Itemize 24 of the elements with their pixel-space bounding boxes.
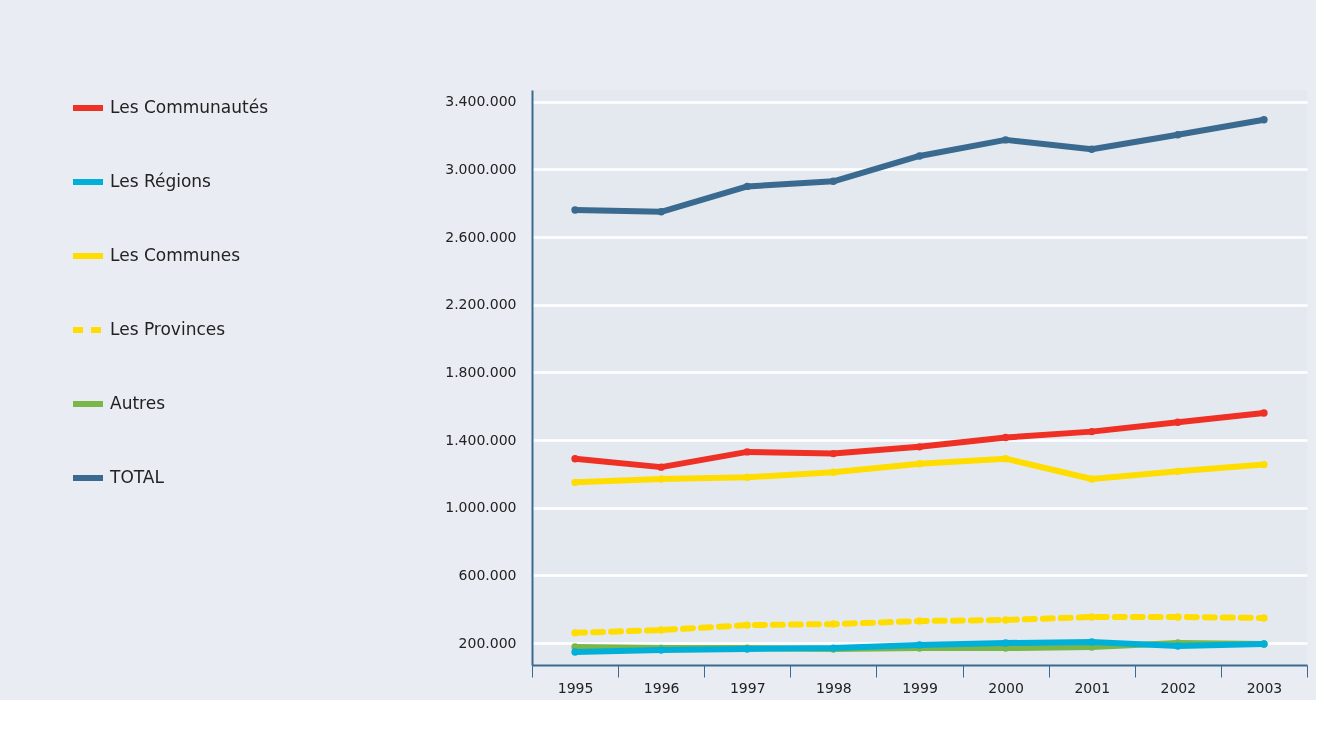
y-tick-label: 3.000.000 <box>445 160 517 177</box>
x-tick-label: 2002 <box>1160 679 1197 696</box>
y-tick-label: 1.000.000 <box>445 499 517 516</box>
legend-label: Les Provinces <box>110 319 226 339</box>
y-tick-label: 1.800.000 <box>445 363 517 380</box>
x-tick-label: 2001 <box>1074 679 1111 696</box>
x-tick-label: 2003 <box>1246 679 1283 696</box>
legend-label: Les Communes <box>110 245 241 265</box>
y-tick-label: 2.200.000 <box>445 296 517 313</box>
legend-label: Autres <box>110 393 166 413</box>
y-tick-label: 200.000 <box>458 634 517 651</box>
x-tick-label: 1995 <box>557 679 594 696</box>
y-tick-label: 3.400.000 <box>445 93 517 110</box>
y-tick-label: 600.000 <box>458 566 517 583</box>
x-tick-label: 2000 <box>988 679 1024 696</box>
legend-label: Les Communautés <box>110 97 269 117</box>
y-tick-label: 1.400.000 <box>445 431 517 448</box>
x-tick-label: 1998 <box>816 679 852 696</box>
x-tick-label: 1997 <box>729 679 766 696</box>
x-tick-label: 1996 <box>643 679 680 696</box>
legend-label: Les Régions <box>110 171 212 191</box>
legend-label: TOTAL <box>109 467 165 487</box>
y-tick-label: 2.600.000 <box>445 228 517 245</box>
x-tick-label: 1999 <box>902 679 938 696</box>
